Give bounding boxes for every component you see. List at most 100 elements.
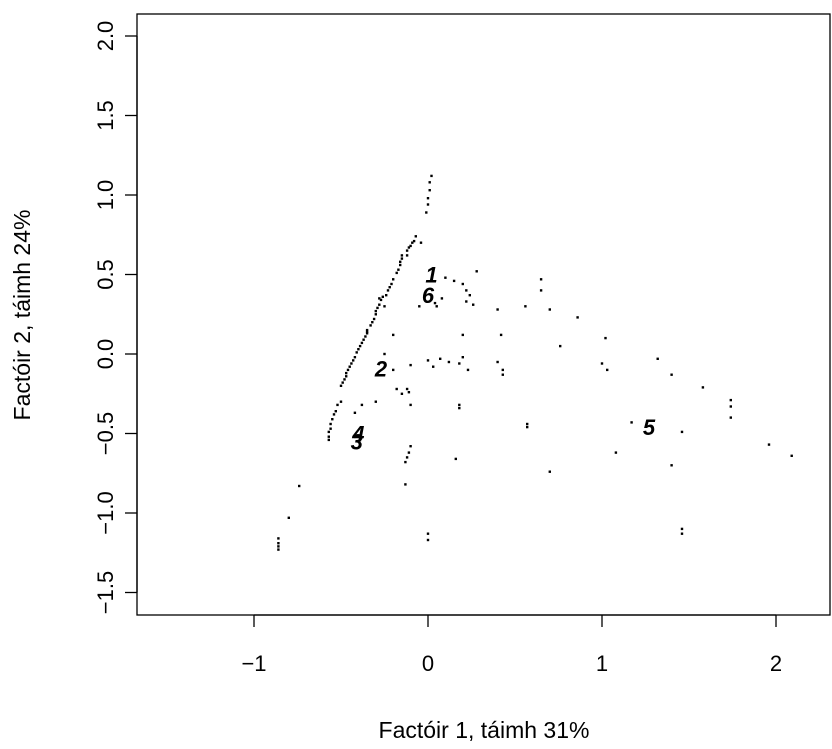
data-point [353, 356, 357, 359]
data-point [277, 537, 280, 540]
data-point [388, 286, 391, 289]
data-point [395, 271, 398, 275]
data-point [501, 368, 504, 372]
data-point [397, 268, 400, 271]
data-point [383, 305, 386, 308]
data-point [526, 422, 529, 426]
data-point [524, 305, 527, 308]
data-point [559, 344, 562, 348]
data-point [444, 276, 447, 279]
points-layer [277, 174, 793, 551]
data-point [548, 470, 551, 473]
data-point [680, 527, 684, 531]
data-point [355, 351, 358, 354]
data-point [680, 430, 684, 434]
data-point [407, 451, 411, 454]
data-point [458, 403, 461, 407]
data-point [353, 411, 357, 414]
data-point [539, 289, 543, 292]
data-point [407, 246, 411, 249]
data-point [614, 451, 618, 454]
data-point [371, 321, 374, 324]
data-point [475, 270, 478, 273]
data-point [348, 365, 351, 368]
data-point [468, 294, 471, 297]
data-point [341, 381, 344, 384]
cluster-label-3: 3 [351, 429, 363, 454]
data-point [385, 294, 388, 297]
data-point [458, 406, 461, 410]
x-tick-label: 0 [422, 651, 434, 676]
data-point [390, 282, 393, 286]
data-point [433, 301, 437, 305]
y-tick-label: 2.0 [93, 21, 118, 52]
y-tick-label: 0.5 [93, 259, 118, 290]
data-point [358, 344, 362, 348]
data-point [496, 308, 499, 311]
data-point [383, 352, 386, 356]
data-point [461, 333, 464, 337]
data-point [339, 384, 343, 387]
data-point [412, 239, 416, 243]
data-point [701, 386, 705, 389]
data-point [376, 306, 379, 310]
data-point [526, 425, 529, 429]
data-point [670, 373, 673, 376]
data-point [399, 263, 402, 267]
data-point [428, 189, 431, 192]
data-point [339, 400, 343, 403]
data-point [360, 341, 364, 345]
y-tick-label: −1.5 [93, 571, 118, 614]
data-point [435, 305, 438, 308]
data-point [329, 422, 332, 426]
data-point [414, 235, 417, 238]
data-point [790, 454, 793, 457]
data-point [729, 405, 732, 408]
data-point [352, 359, 355, 362]
data-point [767, 443, 771, 446]
data-point [447, 360, 451, 364]
y-axis: −1.5 −1.0 −0.5 0.0 0.5 1.0 1.5 2.0 [93, 21, 138, 614]
data-point [336, 403, 339, 407]
data-point [548, 308, 551, 311]
data-point [407, 391, 411, 394]
cluster-labels: 16 2 43 5 [351, 263, 656, 455]
data-point [409, 244, 412, 248]
data-point [409, 363, 412, 367]
data-point [604, 336, 607, 340]
y-axis-label: Factóir 2, táimh 24% [9, 210, 35, 421]
data-point [277, 545, 280, 548]
data-point [454, 457, 457, 461]
data-point [430, 297, 433, 300]
data-point [729, 416, 732, 419]
data-point [345, 375, 348, 378]
x-axis-label: Factóir 1, táimh 31% [379, 717, 590, 743]
data-point [369, 324, 372, 327]
data-point [405, 249, 409, 252]
data-point [405, 387, 409, 391]
data-point [345, 371, 348, 375]
data-point [425, 211, 428, 214]
x-tick-label: −1 [241, 651, 266, 676]
data-point [365, 330, 369, 333]
data-point [432, 365, 435, 368]
cluster-label-5: 5 [643, 415, 656, 440]
data-point [287, 516, 290, 519]
data-point [365, 328, 369, 332]
data-point [501, 373, 504, 376]
data-point [327, 435, 330, 438]
data-point [404, 483, 407, 486]
data-point [392, 333, 395, 337]
data-point [472, 303, 475, 306]
data-point [409, 403, 412, 407]
data-point [331, 418, 334, 421]
data-point [346, 368, 350, 372]
data-point [379, 298, 383, 302]
y-tick-label: −0.5 [93, 412, 118, 455]
data-point [277, 542, 280, 545]
data-point [418, 305, 421, 308]
data-point [298, 484, 301, 488]
y-tick-label: 1.5 [93, 100, 118, 131]
data-point [606, 368, 609, 372]
